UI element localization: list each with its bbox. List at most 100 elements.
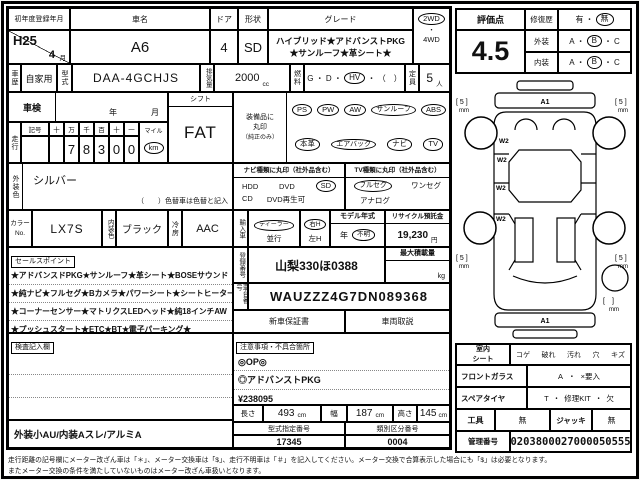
equip-abs-circled: ABS [420,103,446,117]
seat-stain: 汚れ [567,351,581,359]
repair-none-circled: 無 [595,13,614,26]
sales-points-cell: セールスポイント ★アドバンスドPKG★サンルーフ★革シート★BOSEサウンド … [8,247,233,333]
notes-line-3: ¥238095 [234,390,449,404]
length-value-cell: 493 cm [263,405,321,422]
mileage-header-100: 百 [94,122,109,136]
door-count: 4 [210,30,238,64]
max-load-unit: kg [437,273,445,280]
equip-pw-circled: PW [317,103,340,117]
recycle-unit: 円 [431,237,438,244]
damage-code-rear: A1 [541,318,550,325]
type-designation-header: 型式指定番号 [233,422,345,435]
steering-cell: 右H 左H [300,210,330,247]
tools-label: 工具 [456,409,495,431]
displacement-cell: 2000 cc [214,64,290,92]
shift-cell: シフト FAT [168,92,233,163]
mileage-label: 走行 [8,122,21,163]
evaluation-score: 4.5 [456,30,525,73]
equip-tv-circled: TV [423,138,443,151]
windshield-value: A ・ ×要入 [527,365,631,387]
shaken-year-label: 年 [109,108,117,117]
mileage-header-100k: 十 [49,122,64,136]
model-year-unknown-circled: 不明 [352,229,375,241]
repair-history-label: 修復歴 [525,9,558,30]
equipment-label-2: 丸印 [253,124,267,131]
mileage-digit-1: 0 [124,136,139,163]
height-value-cell: 145 cm [417,405,450,422]
nav-cd: CD [242,194,253,204]
height-unit: cm [438,412,448,419]
equipment-label-1: 装備品に [246,113,274,121]
mileage-header-10: 十 [109,122,124,136]
chassis-value: WAUZZZ4G7DN089368 [248,283,450,310]
interior-grade-value: A ・ B ・ C [558,52,631,73]
equip-leather-circled: 本革 [295,138,320,151]
registration-no-label: 登録番号 [233,247,248,283]
ac-label: 冷房 [168,210,182,247]
tread-front-right: [ 5 ] [615,99,627,106]
notes-cell: 注意事項・不具合箇所 ◎OP◎ ◎アドバンストPKG ¥238095 [233,333,450,405]
footer-note-1: 走行距離の記号欄にメーター改ざん車は「＊」、メーター交換車は「$」、走行不明車は… [8,457,552,464]
notes-line-1: ◎OP◎ [234,354,449,371]
mileage-header-1: 一 [124,122,139,136]
seat-burn: コゲ [516,351,530,359]
type-designation-value: 17345 [233,435,345,448]
reg-month: 4 [48,49,55,61]
shaken-month-label: 月 [151,108,159,117]
mileage-unit-km-circled: km [143,142,164,155]
mileage-unit-mile: マイル [144,129,163,135]
mileage-header-1k: 千 [79,122,94,136]
equip-airbag-circled: エアバック [331,138,376,151]
equip-ps-circled: PS [292,103,313,117]
repair-history-value: 有・無 [558,9,631,30]
tread-rear-right-unit: mm [618,264,628,270]
mileage-digit-100k [49,136,64,163]
exterior-grade-label: 外装 [525,30,558,52]
grade-cell: ハイブリッド★アドバンストPKG ★サンルーフ★革シート★ [268,30,413,64]
sales-points-label: セールスポイント [11,256,75,268]
import-dealer-circled: ディーラー [254,220,294,231]
exterior-color-label: 外装色 [9,164,23,209]
new-car-warranty-cell: 新車保証書 [233,310,345,333]
height-label: 高さ [393,405,417,422]
first-registration-cell: H25 4 月 [8,30,70,64]
capacity-unit: 人 [436,81,443,88]
management-no-label: 管理番号 [456,431,510,452]
width-unit: cm [375,412,385,419]
shaken-cell: 車検 年 月 [8,92,168,122]
jack-value: 無 [592,409,631,431]
width-value-cell: 187 cm [347,405,393,422]
drive-dot: ・ [428,27,435,35]
interior-color-value: ブラック [116,210,168,247]
interior-grade-label: 内装 [525,52,558,73]
nav-dvd: DVD [278,181,295,191]
class-number-value: 0004 [345,435,450,448]
exterior-grade-b-circled: B [586,34,602,48]
mileage-digit-100: 3 [94,136,109,163]
width-label: 幅 [321,405,347,422]
model-code-label: 型式 [57,64,72,92]
car-damage-diagram: A1 A1 W2 W2 W2 W2 [ 5 ] mm [ 5 ] mm [ 5 … [456,80,629,339]
model-year-cell: モデル年式 年 不明 [330,210,385,247]
import-parallel: 並行 [266,234,282,243]
fuel-options-post: ・ （ ） [367,73,402,83]
import-label: 輸入車 [233,210,248,247]
sales-line-4: ★プッシュスタート★ETC★BT★電子パーキング★ [9,321,232,332]
body-shape: SD [238,30,268,64]
class-number-header: 類別区分番号 [345,422,450,435]
shaken-divider [55,93,56,121]
equipment-label-3: （純正のみ） [241,134,278,141]
tv-analog: アナログ [360,195,390,205]
mileage-header-10k: 万 [64,122,79,136]
condition-summary: 外装小AU/内装Aスレ/アルミA [8,420,233,448]
mileage-digit-10k: 7 [64,136,79,163]
shift-value: FAT [184,123,217,142]
exterior-color-value: シルバー [33,175,77,187]
tread-spare-unit: mm [609,307,619,313]
nav-sd-circled: SD [315,180,336,193]
grade-line2: ★サンルーフ★革シート★ [289,48,392,58]
evaluation-score-label: 評価点 [456,9,525,30]
capacity-label: 定員 [405,64,419,92]
windshield-label: フロントガラス [456,365,527,387]
